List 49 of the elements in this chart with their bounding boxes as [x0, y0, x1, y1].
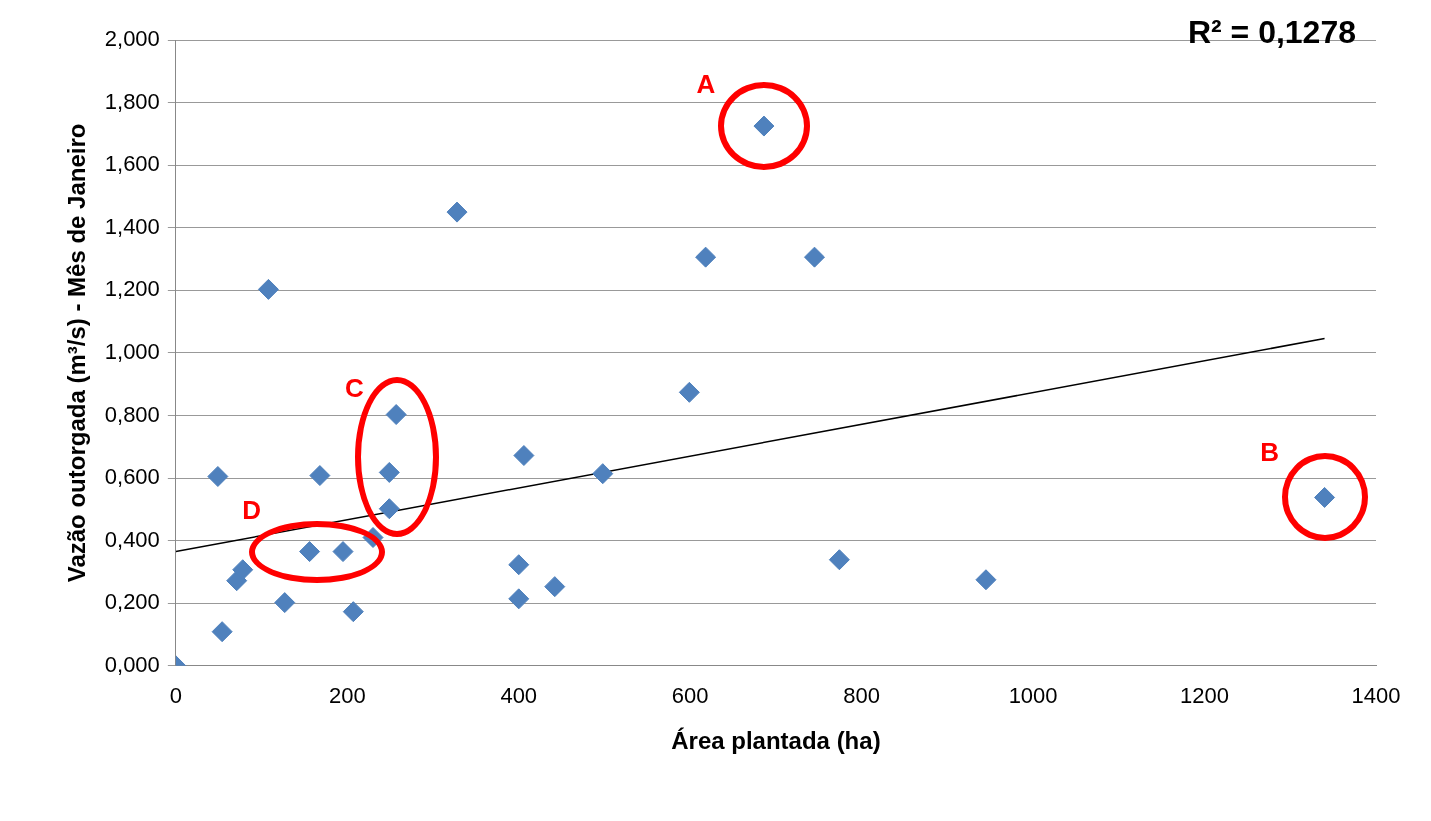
- annotation: A: [696, 69, 716, 100]
- annotation: B: [1260, 436, 1279, 467]
- point: [274, 592, 296, 614]
- point: [508, 554, 530, 576]
- y-tick-label: 0,000: [104, 651, 160, 677]
- point: [544, 576, 566, 598]
- point: [446, 201, 468, 223]
- annotation: R² = 0,1278: [1187, 13, 1356, 50]
- point: [385, 404, 407, 426]
- point: [257, 278, 279, 300]
- y-tick-label: 1,600: [104, 151, 160, 177]
- x-tick-label: 0: [169, 683, 182, 709]
- y-tick-label: 1,000: [104, 338, 160, 364]
- point: [804, 246, 825, 268]
- x-tick-label: 1000: [1008, 683, 1058, 709]
- point: [299, 541, 321, 563]
- point: [592, 463, 614, 485]
- y-tick-label: 0,600: [104, 464, 160, 490]
- point: [378, 498, 400, 520]
- y-axis-title: Vazão outorgada (m³/s) - Mês de Janeiro: [63, 123, 91, 583]
- y-tick-label: 1,400: [104, 213, 160, 239]
- point: [207, 466, 229, 487]
- y-tick-label: 0,800: [104, 401, 160, 427]
- point: [695, 246, 717, 268]
- point: [342, 601, 364, 623]
- point: [332, 541, 354, 563]
- point: [211, 621, 233, 643]
- y-tick-label: 0,400: [104, 526, 160, 552]
- point: [508, 588, 530, 610]
- y-tick-label: 0,200: [104, 589, 160, 615]
- x-tick-label: 1200: [1180, 683, 1230, 709]
- y-tick-label: 2,000: [104, 26, 160, 52]
- point: [975, 569, 997, 591]
- x-tick-label: 800: [843, 683, 881, 709]
- x-tick-label: 600: [671, 683, 709, 709]
- x-axis-title: Área plantada (ha): [671, 727, 881, 755]
- point: [678, 381, 700, 403]
- point: [513, 445, 535, 467]
- x-tick-label: 200: [328, 683, 366, 709]
- x-tick-label: 1400: [1351, 683, 1401, 709]
- point: [828, 549, 850, 571]
- annotation: C: [344, 372, 364, 403]
- annotation: D: [242, 494, 261, 525]
- point: [378, 461, 400, 483]
- x-tick-label: 400: [500, 683, 538, 709]
- point: [309, 465, 331, 487]
- point: [232, 559, 254, 581]
- y-tick-label: 1,200: [104, 276, 160, 302]
- y-tick-label: 1,800: [104, 88, 160, 114]
